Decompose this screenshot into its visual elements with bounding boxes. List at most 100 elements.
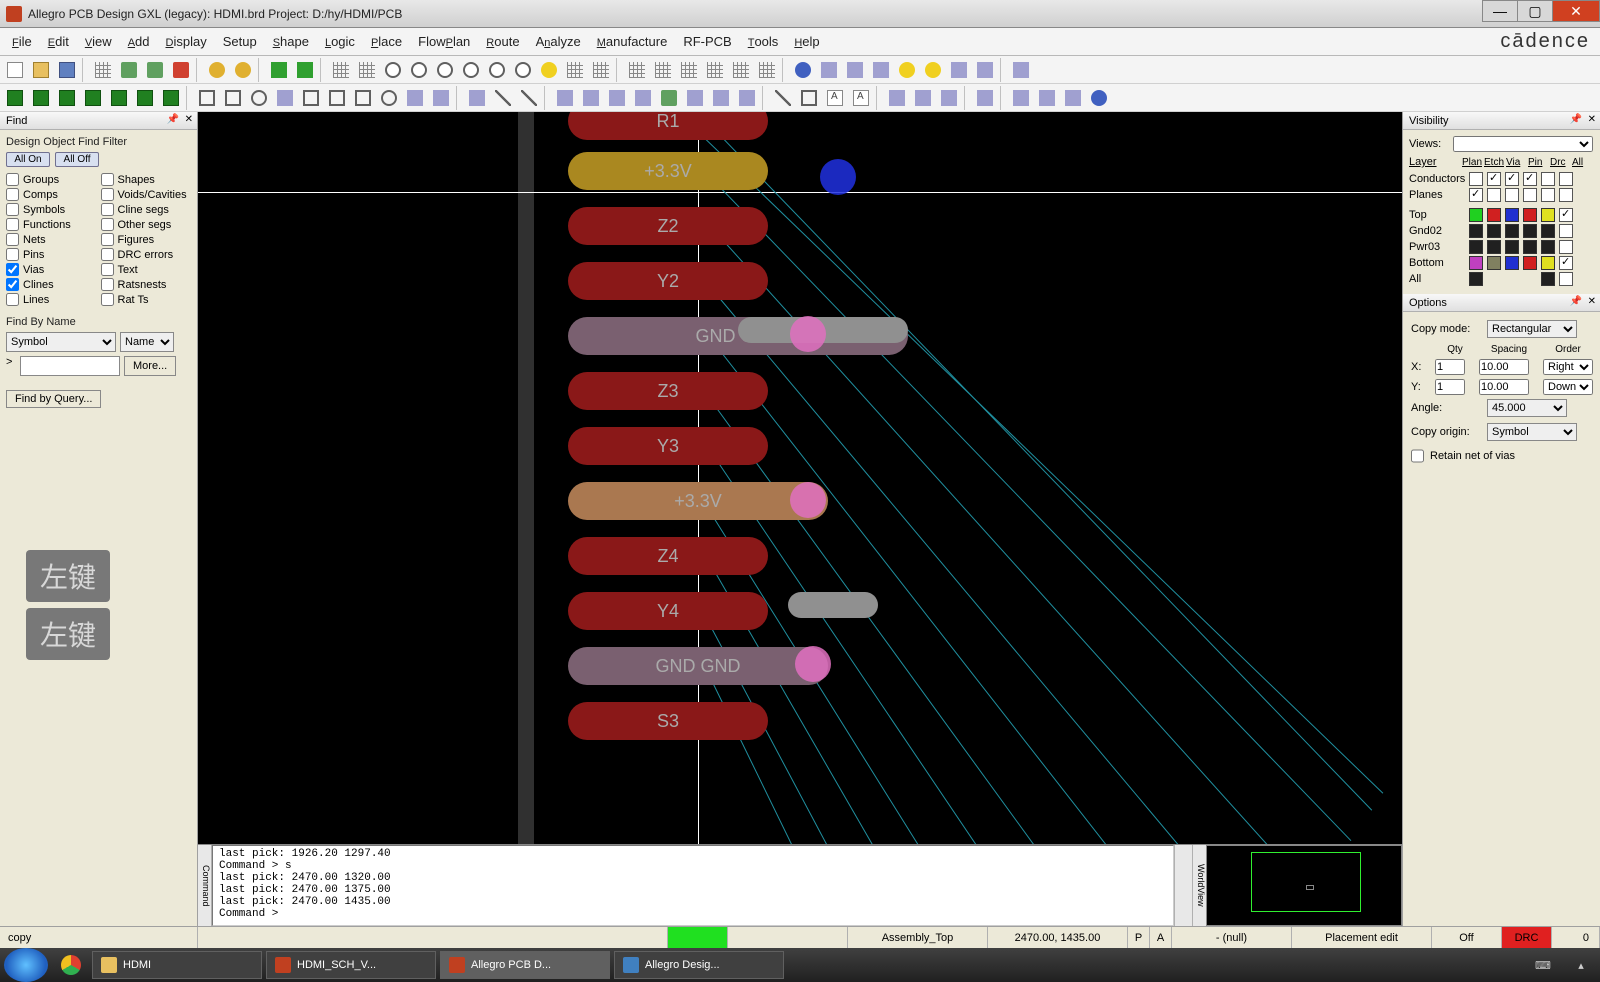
via[interactable] [820, 159, 856, 195]
layer-swatch[interactable] [1541, 208, 1555, 222]
toolbar-button[interactable] [3, 86, 27, 110]
find-type-select[interactable]: Symbol [6, 332, 116, 352]
toolbar-button[interactable] [195, 86, 219, 110]
pcb-pad[interactable]: +3.3V [568, 152, 768, 190]
layer-swatch[interactable] [1469, 256, 1483, 270]
x-order-select[interactable]: Right [1543, 359, 1593, 375]
filter-voids/cavities[interactable]: Voids/Cavities [101, 188, 192, 201]
find-name-input[interactable] [20, 356, 120, 376]
more-button[interactable]: More... [124, 356, 176, 376]
taskbar-item[interactable]: HDMI [92, 951, 262, 979]
via[interactable] [790, 482, 826, 518]
toolbar-button[interactable] [625, 58, 649, 82]
toolbar-button[interactable] [247, 86, 271, 110]
toolbar-button[interactable] [3, 58, 27, 82]
all-on-button[interactable]: All On [6, 152, 50, 167]
toolbar-button[interactable] [381, 58, 405, 82]
menu-add[interactable]: Add [120, 30, 158, 53]
pcb-pad[interactable]: S3 [568, 702, 768, 740]
toolbar-button[interactable] [273, 86, 297, 110]
filter-comps[interactable]: Comps [6, 188, 97, 201]
layer-swatch[interactable] [1505, 208, 1519, 222]
toolbar-button[interactable] [911, 86, 935, 110]
maximize-button[interactable]: ▢ [1517, 0, 1553, 22]
toolbar-button[interactable] [657, 86, 681, 110]
close-button[interactable]: ✕ [1552, 0, 1600, 22]
toolbar-button[interactable] [797, 86, 821, 110]
toolbar-button[interactable] [107, 86, 131, 110]
toolbar-button[interactable] [355, 58, 379, 82]
layer-swatch[interactable] [1505, 256, 1519, 270]
filter-rat ts[interactable]: Rat Ts [101, 293, 192, 306]
toolbar-button[interactable] [55, 58, 79, 82]
pin-icon[interactable]: 📌 [1570, 296, 1582, 307]
toolbar-button[interactable] [81, 86, 105, 110]
worldview-tab[interactable]: WorldView [1192, 845, 1206, 926]
layer-swatch[interactable] [1487, 240, 1501, 254]
toolbar-button[interactable] [937, 86, 961, 110]
toolbar-button[interactable] [771, 86, 795, 110]
toolbar-button[interactable] [921, 58, 945, 82]
menu-analyze[interactable]: Analyze [528, 30, 589, 53]
menu-display[interactable]: Display [158, 30, 215, 53]
toolbar-button[interactable] [91, 58, 115, 82]
layer-swatch[interactable] [1523, 208, 1537, 222]
toolbar-button[interactable] [703, 58, 727, 82]
toolbar-button[interactable] [267, 58, 291, 82]
vis-checkbox[interactable] [1559, 172, 1573, 186]
toolbar-button[interactable] [947, 58, 971, 82]
origin-select[interactable]: Symbol [1487, 423, 1577, 441]
toolbar-button[interactable] [1009, 58, 1033, 82]
toolbar-button[interactable] [1061, 86, 1085, 110]
vis-checkbox[interactable] [1523, 188, 1537, 202]
filter-symbols[interactable]: Symbols [6, 203, 97, 216]
toolbar-button[interactable] [465, 86, 489, 110]
pcb-pad[interactable]: Y4 [568, 592, 768, 630]
find-by-query-button[interactable]: Find by Query... [6, 390, 101, 408]
log-scrollbar[interactable] [1174, 845, 1192, 926]
toolbar-button[interactable] [537, 58, 561, 82]
vis-checkbox[interactable] [1505, 188, 1519, 202]
toolbar-button[interactable] [631, 86, 655, 110]
views-select[interactable] [1453, 136, 1593, 152]
vis-checkbox[interactable] [1541, 188, 1555, 202]
y-spacing-input[interactable] [1479, 379, 1529, 395]
toolbar-button[interactable] [511, 58, 535, 82]
pcb-pad[interactable]: Z2 [568, 207, 768, 245]
toolbar-button[interactable] [55, 86, 79, 110]
filter-pins[interactable]: Pins [6, 248, 97, 261]
toolbar-button[interactable] [579, 86, 603, 110]
vis-checkbox[interactable] [1523, 172, 1537, 186]
filter-drc errors[interactable]: DRC errors [101, 248, 192, 261]
filter-figures[interactable]: Figures [101, 233, 192, 246]
toolbar-button[interactable] [973, 58, 997, 82]
toolbar-button[interactable] [729, 58, 753, 82]
toolbar-button[interactable] [843, 58, 867, 82]
toolbar-button[interactable] [651, 58, 675, 82]
vis-checkbox[interactable] [1559, 188, 1573, 202]
toolbar-button[interactable] [895, 58, 919, 82]
toolbar-button[interactable] [709, 86, 733, 110]
pcb-pad[interactable]: GND GND [568, 647, 828, 685]
toolbar-button[interactable] [589, 58, 613, 82]
toolbar-button[interactable] [459, 58, 483, 82]
pcb-pad[interactable]: R1 [568, 112, 768, 140]
toolbar-button[interactable] [849, 86, 873, 110]
layer-swatch[interactable] [1469, 208, 1483, 222]
filter-lines[interactable]: Lines [6, 293, 97, 306]
toolbar-button[interactable] [299, 86, 323, 110]
retain-net-checkbox[interactable] [1411, 447, 1424, 465]
menu-edit[interactable]: Edit [40, 30, 77, 53]
layer-swatch[interactable] [1523, 240, 1537, 254]
status-a[interactable]: A [1150, 927, 1172, 948]
taskbar-item[interactable]: Allegro Desig... [614, 951, 784, 979]
layer-swatch[interactable] [1523, 224, 1537, 238]
vis-checkbox[interactable] [1469, 188, 1483, 202]
layer-swatch[interactable] [1541, 240, 1555, 254]
minimize-button[interactable]: — [1482, 0, 1518, 22]
layer-swatch[interactable] [1505, 272, 1519, 286]
layer-swatch[interactable] [1541, 224, 1555, 238]
find-name-select[interactable]: Name [120, 332, 174, 352]
layer-swatch[interactable] [1541, 272, 1555, 286]
pcb-pad[interactable]: Z4 [568, 537, 768, 575]
